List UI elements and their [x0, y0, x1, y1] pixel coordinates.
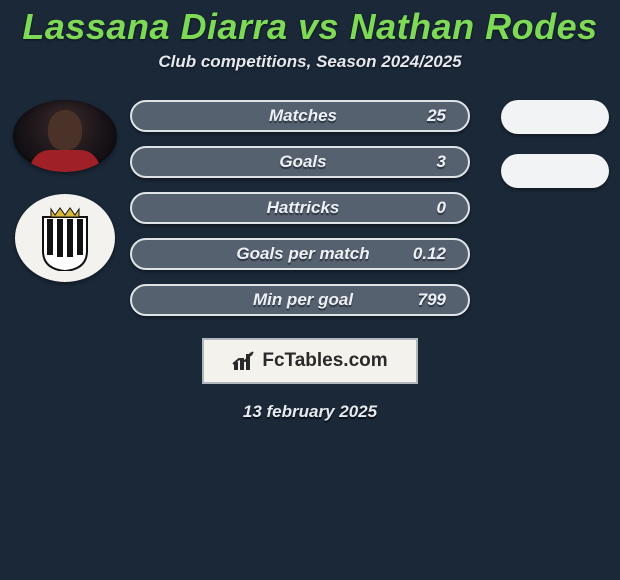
stat-label: Min per goal: [202, 290, 404, 310]
stat-pill: Matches25: [130, 100, 470, 132]
player2-crest: [15, 194, 115, 282]
stat-label: Matches: [202, 106, 404, 126]
player1-avatar: [13, 100, 117, 172]
stat-label: Hattricks: [202, 198, 404, 218]
stat-row: Matches25: [130, 100, 480, 132]
stat-pill: Goals3: [130, 146, 470, 178]
date: 13 february 2025: [243, 402, 377, 422]
stat-value: 0.12: [404, 244, 446, 264]
blank-pill: [501, 100, 609, 134]
infographic: Lassana Diarra vs Nathan Rodes Club comp…: [0, 0, 620, 422]
blank-pill: [501, 154, 609, 188]
stat-value: 3: [404, 152, 446, 172]
chart-icon: [232, 350, 256, 372]
stat-row: Goals per match0.12: [130, 238, 480, 270]
stat-label: Goals per match: [202, 244, 404, 264]
stat-pill: Hattricks0: [130, 192, 470, 224]
brand-text: FcTables.com: [262, 350, 387, 372]
stat-value: 799: [404, 290, 446, 310]
stat-row: Goals3: [130, 146, 480, 178]
brand-box: FcTables.com: [202, 338, 418, 384]
stat-value: 0: [404, 198, 446, 218]
crest-icon: [37, 205, 93, 271]
right-column: [490, 100, 620, 188]
stats-section: Matches25 Goals3 Hattricks0 Goals per match…: [0, 100, 620, 316]
stat-pill: Min per goal799: [130, 284, 470, 316]
stat-label: Goals: [202, 152, 404, 172]
stat-row: Min per goal799: [130, 284, 480, 316]
stat-value: 25: [404, 106, 446, 126]
stat-pill: Goals per match0.12: [130, 238, 470, 270]
stat-row: Hattricks0: [130, 192, 480, 224]
stats-list: Matches25 Goals3 Hattricks0 Goals per match…: [130, 100, 490, 316]
page-title: Lassana Diarra vs Nathan Rodes: [22, 6, 597, 48]
subtitle: Club competitions, Season 2024/2025: [158, 52, 461, 72]
left-column: [0, 100, 130, 282]
